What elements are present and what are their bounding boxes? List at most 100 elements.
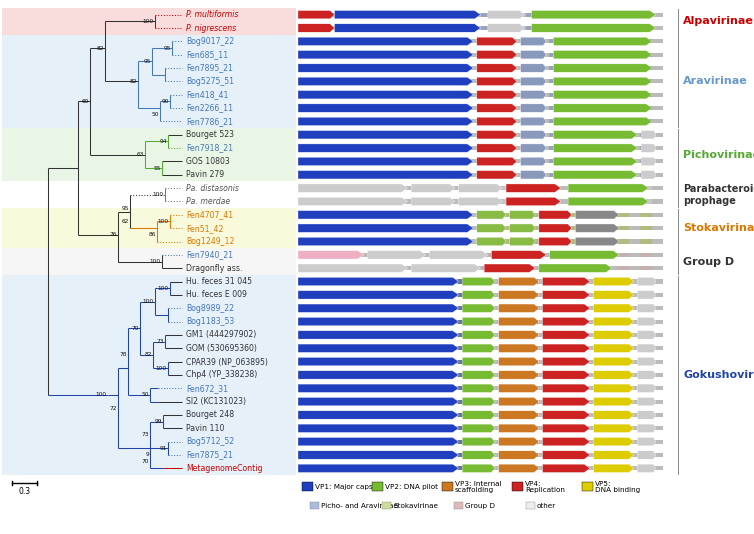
Bar xyxy=(298,386,663,390)
Text: VP2: DNA pilot: VP2: DNA pilot xyxy=(385,484,438,490)
Bar xyxy=(435,413,446,417)
Bar xyxy=(572,439,584,444)
Text: 50: 50 xyxy=(142,392,149,397)
Polygon shape xyxy=(462,357,495,366)
Bar xyxy=(320,133,333,137)
Bar xyxy=(320,439,333,444)
Bar xyxy=(298,453,310,457)
Bar xyxy=(504,160,515,163)
Bar xyxy=(549,13,561,17)
Polygon shape xyxy=(298,277,458,286)
Bar xyxy=(549,466,561,470)
Bar xyxy=(2,262,296,275)
Bar xyxy=(526,399,538,404)
Polygon shape xyxy=(298,437,458,446)
Polygon shape xyxy=(411,197,455,206)
Text: Fen7875_21: Fen7875_21 xyxy=(186,451,233,459)
Bar xyxy=(2,409,296,422)
Bar xyxy=(435,213,446,217)
Text: Pichovirinae: Pichovirinae xyxy=(683,150,754,160)
Bar xyxy=(298,66,310,70)
Text: VP3: Internal
scaffolding: VP3: Internal scaffolding xyxy=(455,481,501,493)
Bar xyxy=(435,266,446,270)
Bar xyxy=(595,399,606,404)
Bar xyxy=(595,226,606,230)
Text: 82: 82 xyxy=(130,79,137,84)
Bar xyxy=(298,40,663,43)
Text: VP4:
Replication: VP4: Replication xyxy=(525,481,565,493)
Polygon shape xyxy=(298,210,474,219)
Polygon shape xyxy=(298,91,474,99)
Bar xyxy=(412,453,424,457)
Bar xyxy=(618,226,630,230)
Bar xyxy=(618,439,630,444)
Polygon shape xyxy=(532,11,656,19)
Bar xyxy=(526,13,538,17)
Bar xyxy=(389,359,401,364)
Bar xyxy=(389,373,401,377)
Bar xyxy=(366,306,379,310)
Polygon shape xyxy=(568,184,648,192)
Bar xyxy=(366,199,379,203)
Polygon shape xyxy=(298,144,474,152)
Bar xyxy=(366,146,379,150)
Bar xyxy=(504,253,515,257)
Bar xyxy=(298,13,663,17)
Bar xyxy=(595,453,606,457)
Bar xyxy=(618,306,630,310)
Bar xyxy=(298,266,310,270)
Bar xyxy=(320,333,333,337)
Text: Bog8989_22: Bog8989_22 xyxy=(186,304,234,313)
Bar xyxy=(366,359,379,364)
Bar xyxy=(412,66,424,70)
Text: 100: 100 xyxy=(150,259,161,264)
Bar xyxy=(344,453,355,457)
Bar xyxy=(480,253,492,257)
Bar xyxy=(298,293,663,297)
Bar xyxy=(458,172,470,177)
Bar xyxy=(298,213,663,217)
Bar xyxy=(480,120,492,123)
Bar xyxy=(504,40,515,43)
Bar xyxy=(412,373,424,377)
Bar xyxy=(366,226,379,230)
Bar xyxy=(298,26,310,30)
Bar xyxy=(310,502,319,509)
Bar xyxy=(526,293,538,297)
Text: Pa. distasonis: Pa. distasonis xyxy=(186,184,239,193)
Polygon shape xyxy=(477,158,517,166)
Bar xyxy=(344,293,355,297)
Bar xyxy=(320,386,333,390)
Bar xyxy=(480,319,492,324)
Bar xyxy=(2,21,296,35)
Bar xyxy=(344,399,355,404)
Bar xyxy=(366,106,379,110)
Polygon shape xyxy=(335,11,480,19)
Bar xyxy=(549,213,561,217)
Bar xyxy=(298,386,310,390)
Bar xyxy=(412,93,424,97)
Text: 100: 100 xyxy=(158,219,169,224)
Text: Group D: Group D xyxy=(683,256,734,266)
Text: P. multiformis: P. multiformis xyxy=(186,10,238,19)
Bar xyxy=(572,373,584,377)
Bar xyxy=(640,106,652,110)
Bar xyxy=(298,26,663,30)
Bar xyxy=(549,239,561,244)
Polygon shape xyxy=(637,331,656,339)
Bar xyxy=(2,449,296,462)
Bar xyxy=(618,13,630,17)
Text: 95: 95 xyxy=(121,206,129,210)
Text: 73: 73 xyxy=(157,339,164,344)
Bar xyxy=(595,186,606,190)
Bar xyxy=(2,355,296,368)
Bar xyxy=(618,66,630,70)
Bar xyxy=(412,333,424,337)
Polygon shape xyxy=(462,317,495,326)
Bar xyxy=(458,93,470,97)
Polygon shape xyxy=(593,384,634,392)
Text: 99: 99 xyxy=(155,419,162,424)
Polygon shape xyxy=(462,371,495,379)
Bar xyxy=(366,160,379,163)
Bar xyxy=(2,195,296,208)
